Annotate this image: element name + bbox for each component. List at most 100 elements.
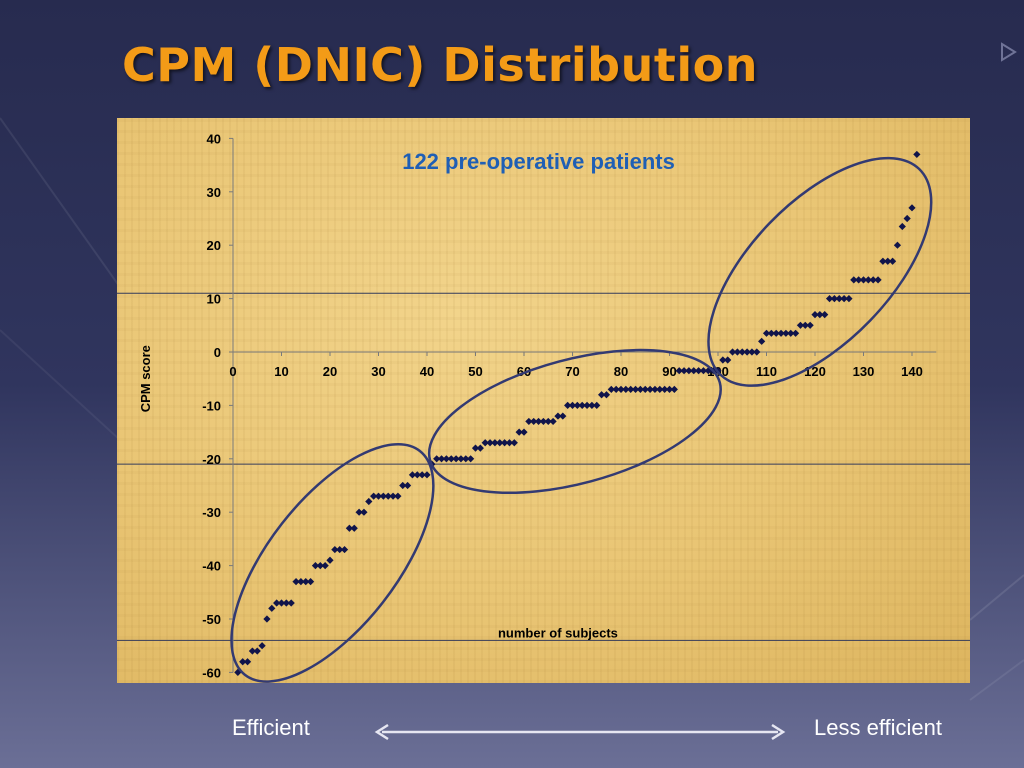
x-tick-label: 70: [565, 364, 579, 379]
data-point: [612, 385, 620, 393]
y-tick-label: -20: [202, 452, 221, 467]
data-point: [627, 385, 635, 393]
y-tick-label: 30: [207, 185, 221, 200]
data-point: [893, 241, 902, 249]
data-point: [520, 428, 528, 436]
intermediate-group-ellipse: [427, 348, 722, 495]
data-point: [530, 417, 538, 426]
data-point: [690, 367, 698, 375]
data-point: [282, 599, 290, 607]
data-point: [821, 311, 829, 319]
data-point: [258, 642, 266, 650]
data-point: [913, 150, 921, 159]
data-point: [554, 412, 562, 420]
data-point: [889, 257, 897, 265]
data-point: [651, 385, 659, 393]
x-tick-label: 50: [468, 364, 482, 379]
data-point: [787, 329, 795, 337]
chart-annotation: 122 pre-operative patients: [402, 149, 675, 174]
data-point: [607, 385, 615, 393]
data-point: [277, 599, 286, 607]
data-point: [680, 367, 688, 375]
data-point: [467, 455, 475, 463]
data-point: [908, 204, 916, 212]
data-point: [602, 391, 611, 399]
efficient-group-ellipse: [230, 443, 435, 683]
data-point: [491, 439, 499, 447]
bullet-arrow-icon: [1001, 42, 1017, 62]
data-point: [248, 647, 256, 655]
data-point: [811, 311, 819, 319]
data-point: [758, 337, 766, 345]
y-tick-label: 40: [207, 131, 221, 146]
data-point: [738, 348, 746, 356]
x-tick-label: 110: [756, 364, 777, 379]
data-point: [782, 329, 790, 337]
data-point: [447, 455, 455, 463]
data-point: [699, 367, 708, 375]
data-point: [365, 497, 373, 506]
efficient-label: Efficient: [232, 715, 310, 740]
data-point: [539, 417, 547, 426]
chart-plot-area: 40 30 20 10 0 -10 -20 -30 -40 -50 -60 0 10 20 30 40 50 60…: [117, 118, 970, 683]
data-point: [379, 492, 387, 500]
data-point: [345, 524, 353, 532]
data-point: [413, 471, 421, 479]
data-point: [476, 444, 484, 452]
data-point: [583, 401, 591, 409]
slide-title: CPM (DNIC) Distribution: [122, 38, 758, 92]
data-point: [268, 604, 276, 612]
data-point: [733, 348, 741, 356]
data-point: [534, 417, 543, 426]
data-point: [845, 295, 853, 303]
data-point: [670, 385, 678, 393]
data-point: [287, 599, 295, 607]
y-tick-label: -40: [202, 559, 221, 574]
data-point: [253, 647, 261, 655]
data-point: [564, 401, 572, 409]
data-point: [622, 385, 630, 393]
x-tick-label: 40: [420, 364, 434, 379]
data-point: [423, 471, 431, 479]
data-point: [549, 417, 557, 426]
data-point: [340, 545, 349, 554]
data-point: [903, 214, 911, 223]
data-point: [433, 455, 441, 463]
data-point: [568, 401, 577, 409]
data-point: [384, 492, 392, 500]
data-point: [471, 444, 480, 452]
data-point: [767, 329, 775, 337]
x-tick-label: 130: [853, 364, 875, 379]
data-point: [898, 222, 906, 231]
data-point: [748, 348, 756, 356]
data-point: [743, 348, 751, 356]
data-point: [481, 439, 489, 447]
data-point: [593, 401, 601, 409]
data-point: [239, 658, 247, 666]
data-point: [462, 455, 470, 463]
data-point: [675, 367, 683, 375]
data-point: [307, 578, 315, 586]
data-point: [437, 455, 446, 463]
data-point: [394, 492, 402, 500]
data-point: [418, 471, 426, 479]
x-tick-label: 0: [229, 364, 236, 379]
x-tick-label: 20: [323, 364, 337, 379]
data-point: [501, 439, 509, 447]
data-point: [806, 321, 814, 329]
data-point: [665, 385, 674, 393]
data-point: [360, 508, 368, 516]
y-axis-title: CPM score: [138, 345, 153, 412]
data-point: [326, 556, 334, 564]
x-tick-label: 30: [371, 364, 385, 379]
data-point: [641, 385, 649, 393]
data-point: [457, 455, 465, 463]
data-point: [408, 471, 417, 479]
data-point: [404, 481, 412, 490]
data-point: [792, 329, 800, 337]
data-point: [636, 385, 644, 393]
data-point: [816, 311, 824, 319]
y-tick-label: 0: [214, 345, 221, 360]
data-point: [573, 401, 581, 409]
y-tick-label: -50: [202, 612, 221, 627]
